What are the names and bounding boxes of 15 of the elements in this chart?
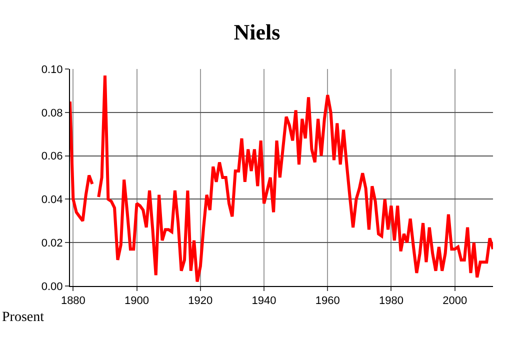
x-tick-label: 2000: [442, 295, 468, 308]
y-tick-label: 0.06: [41, 150, 63, 163]
x-tick-label: 1940: [252, 295, 276, 308]
y-tick-label: 0.04: [41, 194, 63, 206]
x-tick-label: 1960: [315, 295, 340, 308]
x-tick-label: 1900: [124, 295, 150, 308]
x-tick-label: 1880: [60, 295, 86, 308]
y-tick-label: 0.08: [41, 107, 63, 120]
x-tick-label: 1980: [378, 295, 404, 308]
y-tick-label: 0.10: [41, 64, 63, 76]
y-tick-label: 0.02: [41, 237, 63, 250]
chart-title: Niels: [234, 19, 281, 44]
x-tick-label: 1920: [188, 295, 213, 308]
y-axis-title: Prosent: [2, 310, 44, 325]
y-tick-label: 0.00: [41, 280, 63, 293]
